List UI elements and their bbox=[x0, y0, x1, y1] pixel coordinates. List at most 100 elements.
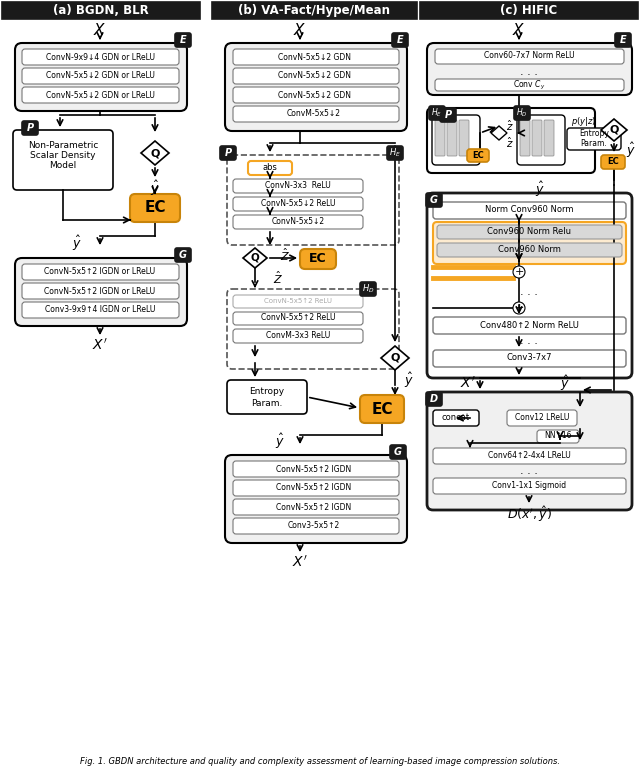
FancyBboxPatch shape bbox=[227, 155, 399, 245]
Text: Conv12 LReLU: Conv12 LReLU bbox=[515, 413, 569, 423]
Text: P: P bbox=[225, 148, 232, 158]
Text: ConvM-5x5↓2: ConvM-5x5↓2 bbox=[287, 109, 341, 119]
Polygon shape bbox=[243, 248, 267, 268]
FancyBboxPatch shape bbox=[440, 108, 456, 122]
Text: Param.: Param. bbox=[252, 398, 283, 408]
Text: ConvN-5x5↓2 GDN: ConvN-5x5↓2 GDN bbox=[278, 52, 351, 62]
FancyBboxPatch shape bbox=[447, 120, 457, 156]
FancyBboxPatch shape bbox=[360, 395, 404, 423]
FancyBboxPatch shape bbox=[360, 282, 376, 296]
Polygon shape bbox=[491, 126, 507, 140]
Text: ConvM-3x3 ReLU: ConvM-3x3 ReLU bbox=[266, 331, 330, 341]
Text: Conv64↑2-4x4 LReLU: Conv64↑2-4x4 LReLU bbox=[488, 451, 570, 461]
Text: ConvN-5x5↑2 IGDN: ConvN-5x5↑2 IGDN bbox=[276, 483, 351, 493]
Text: $\mathit{X'}$: $\mathit{X'}$ bbox=[460, 376, 476, 390]
FancyBboxPatch shape bbox=[130, 194, 180, 222]
FancyBboxPatch shape bbox=[233, 68, 399, 84]
FancyBboxPatch shape bbox=[429, 106, 445, 120]
Text: Conv3-9x9↑4 IGDN or LReLU: Conv3-9x9↑4 IGDN or LReLU bbox=[45, 305, 155, 315]
Text: ConvN-5x5↓2 GDN: ConvN-5x5↓2 GDN bbox=[278, 72, 351, 80]
FancyBboxPatch shape bbox=[22, 283, 179, 299]
Text: $\mathit{X'}$: $\mathit{X'}$ bbox=[292, 555, 308, 569]
Text: +: + bbox=[515, 267, 524, 277]
FancyBboxPatch shape bbox=[427, 43, 632, 95]
FancyBboxPatch shape bbox=[15, 43, 187, 111]
Text: $\mathit{X}$: $\mathit{X}$ bbox=[293, 22, 307, 38]
FancyBboxPatch shape bbox=[433, 410, 479, 426]
FancyBboxPatch shape bbox=[225, 455, 407, 543]
Text: . . .: . . . bbox=[520, 287, 538, 297]
Text: $H_D$: $H_D$ bbox=[516, 107, 528, 119]
FancyBboxPatch shape bbox=[387, 146, 403, 160]
FancyBboxPatch shape bbox=[175, 248, 191, 262]
Text: ConvN-5x5↑2 IGDN or LReLU: ConvN-5x5↑2 IGDN or LReLU bbox=[44, 287, 156, 295]
Text: EC: EC bbox=[371, 401, 393, 416]
FancyBboxPatch shape bbox=[437, 225, 622, 239]
Text: Conv60-7x7 Norm ReLU: Conv60-7x7 Norm ReLU bbox=[484, 52, 574, 60]
Text: $\hat{y}$: $\hat{y}$ bbox=[560, 373, 570, 393]
Text: (c) HIFIC: (c) HIFIC bbox=[500, 4, 557, 17]
Text: EC: EC bbox=[472, 151, 484, 159]
FancyBboxPatch shape bbox=[427, 108, 595, 173]
Polygon shape bbox=[381, 346, 409, 370]
Text: $\mathit{X}$: $\mathit{X}$ bbox=[93, 22, 107, 38]
Text: Scalar Density: Scalar Density bbox=[30, 151, 96, 159]
FancyBboxPatch shape bbox=[435, 79, 624, 91]
Text: Q: Q bbox=[251, 253, 259, 263]
FancyBboxPatch shape bbox=[233, 480, 399, 496]
Text: ConvN-5x5↑2 IGDN: ConvN-5x5↑2 IGDN bbox=[276, 502, 351, 512]
Text: $H_E$: $H_E$ bbox=[431, 107, 443, 119]
Text: ConvN-5x5↓2 GDN or LReLU: ConvN-5x5↓2 GDN or LReLU bbox=[45, 91, 154, 99]
FancyBboxPatch shape bbox=[233, 518, 399, 534]
FancyBboxPatch shape bbox=[433, 317, 626, 334]
FancyBboxPatch shape bbox=[532, 120, 542, 156]
Text: EC: EC bbox=[309, 252, 327, 266]
FancyBboxPatch shape bbox=[433, 202, 626, 219]
FancyBboxPatch shape bbox=[459, 120, 469, 156]
Text: ConvN-9x9↓4 GDN or LReLU: ConvN-9x9↓4 GDN or LReLU bbox=[45, 52, 154, 62]
Text: ConvN-5x5↑2 ReLU: ConvN-5x5↑2 ReLU bbox=[264, 298, 332, 304]
Text: $\hat{y}$: $\hat{y}$ bbox=[275, 431, 285, 451]
Text: Q: Q bbox=[390, 353, 400, 363]
Bar bbox=[420, 2, 638, 19]
Text: $\mathit{X'}$: $\mathit{X'}$ bbox=[92, 337, 108, 352]
FancyBboxPatch shape bbox=[437, 243, 622, 257]
FancyBboxPatch shape bbox=[233, 179, 363, 193]
Text: G: G bbox=[394, 447, 402, 457]
Text: $H_E$: $H_E$ bbox=[389, 147, 401, 159]
Text: $\hat{Z}$: $\hat{Z}$ bbox=[273, 269, 283, 286]
FancyBboxPatch shape bbox=[514, 106, 530, 120]
Text: . . .: . . . bbox=[520, 466, 538, 476]
FancyBboxPatch shape bbox=[22, 49, 179, 65]
FancyBboxPatch shape bbox=[233, 215, 363, 229]
FancyBboxPatch shape bbox=[601, 155, 625, 169]
FancyBboxPatch shape bbox=[22, 121, 38, 135]
FancyBboxPatch shape bbox=[15, 258, 187, 326]
Text: Conv3-7x7: Conv3-7x7 bbox=[506, 354, 552, 362]
Text: $\mathit{X}$: $\mathit{X}$ bbox=[512, 22, 525, 38]
FancyBboxPatch shape bbox=[22, 264, 179, 280]
FancyBboxPatch shape bbox=[233, 49, 399, 65]
FancyBboxPatch shape bbox=[567, 128, 621, 150]
FancyBboxPatch shape bbox=[433, 448, 626, 464]
FancyBboxPatch shape bbox=[507, 410, 577, 426]
Text: Entropy: Entropy bbox=[250, 387, 285, 397]
FancyBboxPatch shape bbox=[300, 249, 336, 269]
Polygon shape bbox=[601, 119, 627, 141]
Text: $\hat{y}$: $\hat{y}$ bbox=[150, 179, 160, 198]
Circle shape bbox=[513, 266, 525, 278]
FancyBboxPatch shape bbox=[392, 33, 408, 47]
Text: Conv $C_y$: Conv $C_y$ bbox=[513, 78, 545, 91]
FancyBboxPatch shape bbox=[427, 193, 632, 378]
FancyBboxPatch shape bbox=[435, 49, 624, 64]
Text: Q: Q bbox=[150, 148, 160, 158]
FancyBboxPatch shape bbox=[233, 312, 363, 325]
Polygon shape bbox=[141, 141, 169, 165]
Text: ConvN-5x5↓2: ConvN-5x5↓2 bbox=[271, 217, 324, 226]
Text: +: + bbox=[515, 303, 524, 313]
Text: . . .: . . . bbox=[520, 336, 538, 346]
Text: ConvN-5x5↑2 IGDN: ConvN-5x5↑2 IGDN bbox=[276, 465, 351, 473]
Text: Q: Q bbox=[609, 125, 619, 135]
Text: E: E bbox=[180, 35, 186, 45]
Text: NN↑16: NN↑16 bbox=[544, 431, 572, 440]
